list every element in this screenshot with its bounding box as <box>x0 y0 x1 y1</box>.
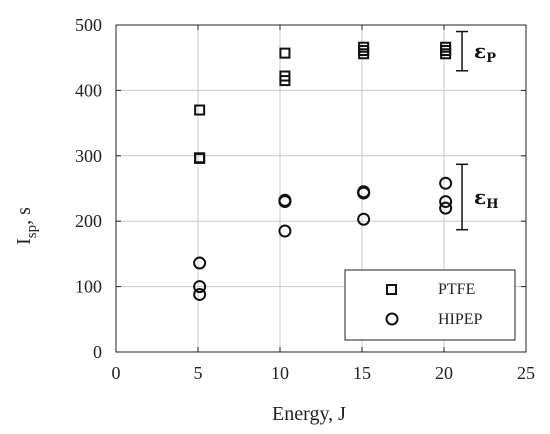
y-axis-label: Isp, s <box>13 207 40 245</box>
plot-frame <box>115 24 527 353</box>
data-point-ptfe <box>440 41 452 53</box>
y-tick-label: 200 <box>75 211 102 231</box>
y-tick-label: 0 <box>93 342 102 362</box>
data-point-ptfe <box>194 104 206 116</box>
y-tick-label: 100 <box>75 277 102 297</box>
x-tick-label: 15 <box>353 363 371 383</box>
data-point-ptfe <box>358 45 370 57</box>
legend-box <box>344 269 516 341</box>
x-tick-label: 5 <box>194 363 203 383</box>
data-point-hipep <box>193 280 207 294</box>
data-point-ptfe <box>440 45 452 57</box>
data-point-ptfe <box>194 152 206 164</box>
data-point-ptfe <box>440 48 452 60</box>
y-axis-label-sub: sp <box>24 225 40 238</box>
legend-marker-hipep <box>385 312 399 326</box>
y-tick-label: 400 <box>75 80 102 100</box>
data-point-hipep <box>439 195 453 209</box>
data-point-hipep <box>193 256 207 270</box>
y-tick-label: 300 <box>75 146 102 166</box>
data-point-hipep <box>278 224 292 238</box>
x-tick-label: 10 <box>271 363 289 383</box>
error-bar-label-p: εP <box>474 39 496 66</box>
legend-marker-ptfe <box>386 284 397 295</box>
data-points <box>193 41 453 301</box>
y-tick-label: 500 <box>75 15 102 35</box>
data-point-hipep <box>439 176 453 190</box>
x-tick-label: 0 <box>112 363 121 383</box>
data-point-hipep <box>193 287 207 301</box>
legend-label-hipep: HIPEP <box>438 311 483 328</box>
legend-label-ptfe: PTFE <box>438 281 475 298</box>
data-point-ptfe <box>358 41 370 53</box>
axis-ticks: 0 5 10 15 20 25 0 100 200 300 400 500 <box>75 15 535 383</box>
x-tick-label: 20 <box>435 363 453 383</box>
data-point-ptfe <box>358 48 370 60</box>
error-bars: εP εH <box>456 30 499 231</box>
y-axis-label-main: I <box>13 238 35 245</box>
x-tick-label: 25 <box>517 363 535 383</box>
error-bar-label-h: εH <box>474 185 498 212</box>
data-point-hipep <box>278 195 292 209</box>
legend: PTFE HIPEP <box>344 269 516 341</box>
data-point-hipep <box>439 201 453 215</box>
data-point-ptfe <box>279 75 291 87</box>
data-point-hipep <box>357 212 371 226</box>
x-axis-label: Energy, J <box>272 403 346 425</box>
y-axis-label-unit: , s <box>13 207 35 225</box>
data-point-ptfe <box>279 47 291 59</box>
data-point-hipep <box>357 186 371 200</box>
